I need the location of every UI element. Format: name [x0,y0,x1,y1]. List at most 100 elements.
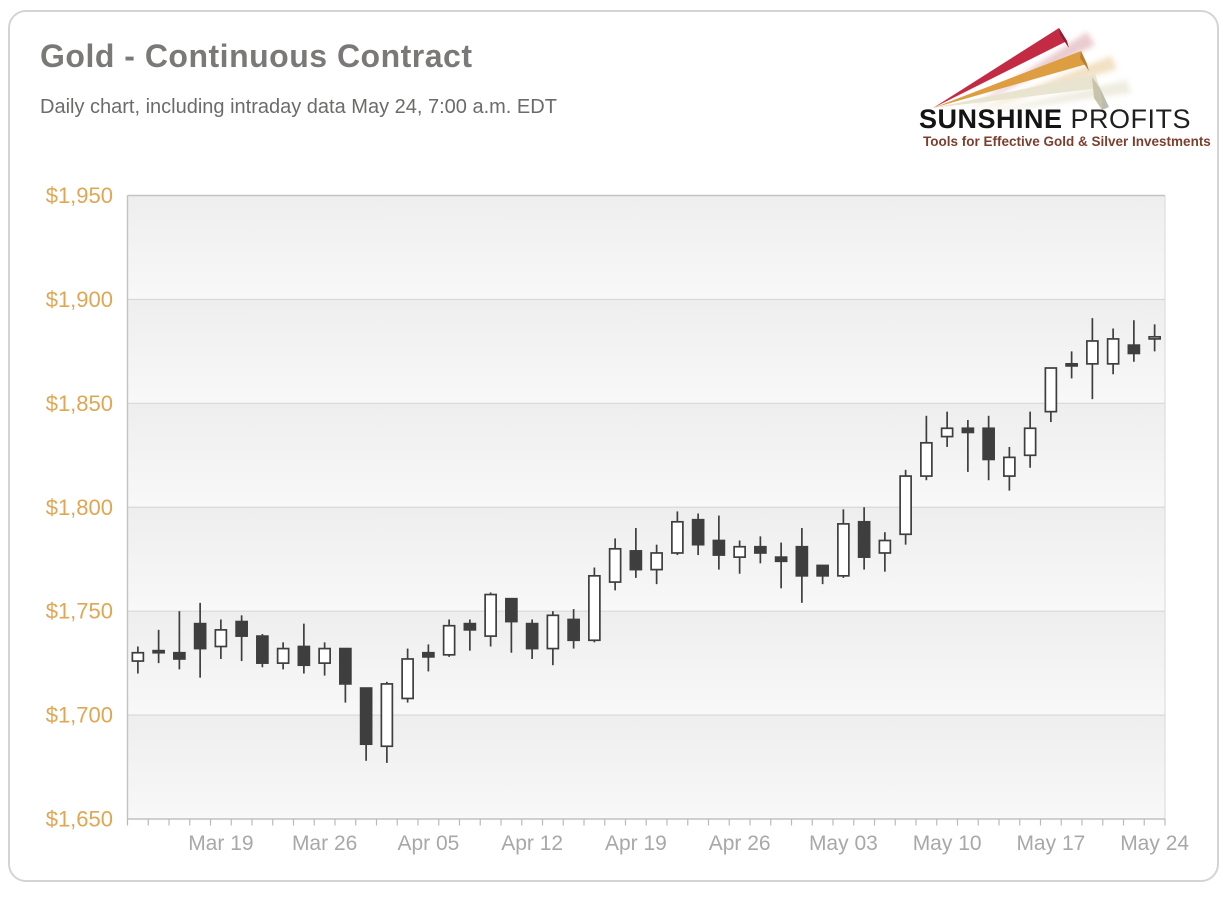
candle-may-19 [1086,318,1099,400]
candle-body-up [1086,340,1099,365]
candle-apr-07 [463,619,477,651]
candle-body-down [1127,344,1141,355]
logo-brand-sunshine: SUNSHINE [919,104,1063,134]
x-axis-label: Apr 12 [501,832,563,855]
candle-body-down [505,597,518,623]
candle-apr-13 [546,611,560,666]
candle-mar-26 [318,642,331,676]
candle-body-down [712,539,726,556]
candle-body-down [152,649,165,654]
sunshine-profits-logo: SUNSHINE PROFITS Tools for Effective Gol… [907,16,1211,156]
candle-body-up [878,539,892,554]
logo-arrow-cream-fold [1092,77,1102,110]
candle-body-down [691,518,705,546]
y-axis-label: $1,650 [46,807,113,832]
candle-mar-24 [276,642,290,670]
plot-band [127,299,1165,404]
candle-apr-05 [422,644,435,672]
candle-mar-16 [152,629,165,664]
candle-apr-01 [401,648,414,703]
candle-mar-15 [131,646,145,674]
candle-may-24 [1148,324,1161,352]
candle-body-down [359,687,373,746]
candle-body-down [235,620,248,637]
candle-apr-09 [505,597,518,653]
candle-body-down [339,647,352,685]
candle-body-down [193,622,207,650]
x-axis-label: Mar 19 [188,832,253,855]
candle-apr-27 [754,536,767,564]
candle-body-up [380,683,394,748]
candle-apr-20 [650,544,663,585]
x-axis-label: May 24 [1120,832,1189,855]
candle-body-up [588,574,601,642]
candle-body-up [276,647,290,664]
candle-apr-23 [712,515,726,570]
logo-arrow-cream [933,74,1100,108]
candle-body-up [608,547,622,583]
candle-may-07 [920,415,933,481]
x-axis-label: May 03 [809,832,878,855]
candle-mar-30 [359,687,373,761]
candle-body-down [256,635,269,664]
candle-body-up [1148,335,1161,340]
chart-subtitle: Daily chart, including intraday data May… [40,96,557,118]
candle-body-down [961,427,975,434]
candle-may-20 [1106,328,1120,375]
chart-card: Gold - Continuous Contract Daily chart, … [8,10,1219,882]
candle-body-up [442,624,456,656]
candle-body-up [920,441,933,477]
candle-body-up [1106,338,1120,365]
candle-body-up [1023,427,1037,457]
x-axis-label: Mar 26 [292,832,357,855]
candle-body-up [546,614,560,650]
candle-body-up [401,658,414,700]
candle-body-up [131,651,145,662]
y-axis-label: $1,850 [46,391,113,416]
candle-may-05 [878,532,892,572]
candle-may-21 [1127,320,1141,362]
x-axis-label: May 10 [913,832,982,855]
candle-apr-19 [629,528,643,578]
candle-apr-26 [733,540,746,574]
candle-body-up [671,520,684,554]
candle-apr-12 [525,619,539,659]
candle-mar-19 [214,619,228,659]
candle-may-03 [837,509,850,578]
y-axis-label: $1,700 [46,703,113,728]
candle-body-up [733,545,746,558]
candle-may-12 [982,415,995,481]
candle-apr-16 [608,538,622,591]
candle-body-down [754,545,767,554]
logo-brand-profits: PROFITS [1070,104,1192,134]
candle-apr-15 [588,567,601,643]
candle-apr-08 [484,592,497,647]
candle-body-up [650,552,663,571]
candle-body-down [857,520,871,558]
candle-may-10 [940,411,954,447]
logo-arrow-red [933,28,1067,108]
logo-tagline: Tools for Effective Gold & Silver Invest… [923,134,1211,149]
candle-body-up [837,523,850,577]
candle-mar-29 [339,647,352,703]
candle-may-11 [961,419,975,472]
candle-apr-30 [816,564,829,585]
candlestick-chart: $1,950 $1,900 $1,850 $1,800 $1,750 $1,700 $1,6… [46,183,1190,855]
candle-may-14 [1023,411,1037,468]
candle-body-up [214,629,228,648]
candle-body-down [795,545,809,577]
candle-body-down [173,651,186,660]
candle-mar-22 [235,615,248,662]
candle-may-04 [857,507,871,570]
candle-body-down [982,427,995,461]
logo-arrow-gold-fold [1080,51,1089,71]
candle-apr-21 [671,511,684,556]
candle-body-down [567,618,580,642]
candle-mar-23 [256,634,269,668]
candle-body-up [484,593,497,637]
y-axis-label: $1,800 [46,495,113,520]
candle-body-down [422,651,435,658]
logo-arrows-icon [933,28,1131,112]
candle-mar-17 [173,611,186,670]
candle-may-18 [1065,351,1078,379]
